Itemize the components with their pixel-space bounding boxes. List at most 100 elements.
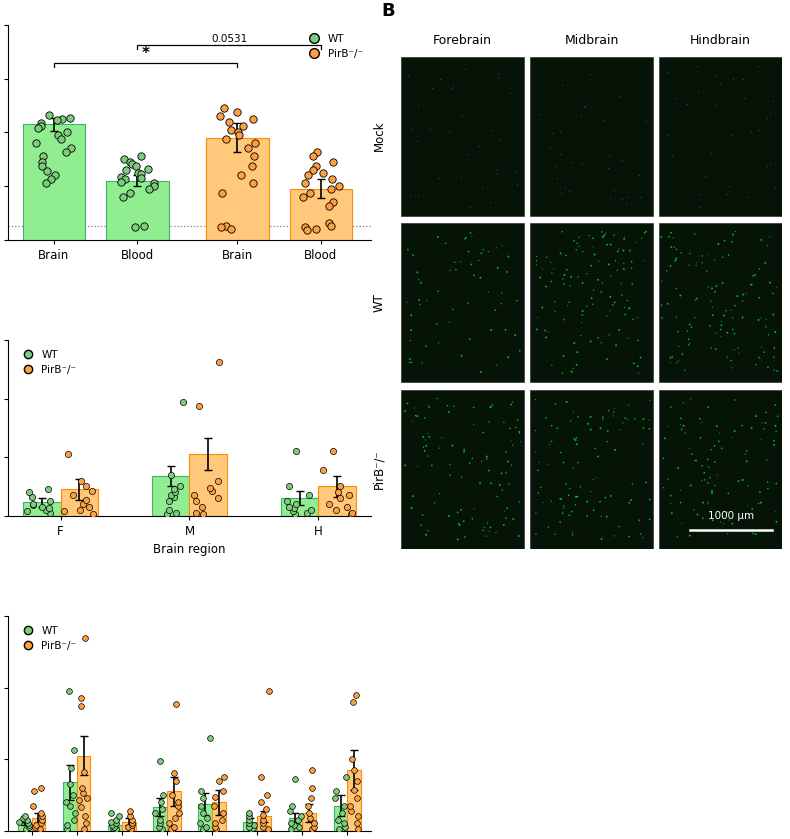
Point [705,147,717,160]
Point [746,503,758,516]
Point [726,323,739,336]
Point [498,504,511,518]
Point [626,262,638,275]
Point [715,319,728,332]
Point [679,426,691,440]
Point [304,811,317,825]
Point [555,185,568,199]
Point [717,517,730,530]
Point [77,822,90,836]
Point [433,487,446,500]
Point [137,220,150,233]
Point [740,444,753,457]
Point [618,257,630,270]
Point [769,399,781,412]
Point [23,819,36,832]
Point [458,530,471,544]
Point [608,443,621,456]
Point [615,192,628,206]
Point [247,821,260,835]
Point [195,784,208,798]
Point [169,486,182,499]
Point [256,816,269,830]
Point [409,409,422,422]
Point [660,65,673,79]
Point [536,496,549,509]
Point [213,774,225,787]
Point [566,362,579,375]
Point [495,297,508,310]
Point [711,468,724,482]
Point [544,140,556,154]
Point [322,200,335,213]
Point [431,317,443,331]
Point [284,816,297,830]
Point [499,323,512,336]
Point [725,431,738,445]
Point [214,221,227,234]
Point [753,262,766,275]
Point [422,427,434,440]
Point [476,455,488,468]
Point [399,459,412,472]
Point [595,336,608,349]
Point [505,398,517,411]
Point [504,86,517,100]
Point [505,435,517,448]
Point [618,231,630,244]
Point [576,308,589,321]
Bar [22,124,85,239]
Point [449,256,461,269]
Point [626,313,639,326]
Point [405,502,418,515]
Point [608,401,621,414]
Point [664,259,677,273]
Point [486,399,498,413]
Point [747,269,759,283]
Point [135,149,148,163]
Point [345,753,358,766]
Point [563,279,576,293]
Point [417,440,430,454]
Point [671,356,683,369]
Point [659,431,672,445]
Point [556,79,569,92]
Point [596,113,609,127]
Point [762,475,774,488]
Point [325,182,337,195]
Point [706,300,719,314]
Point [683,336,696,350]
Bar [659,56,782,216]
Point [214,110,227,123]
Point [600,227,612,240]
Point [604,489,617,503]
Point [657,481,670,494]
Point [632,367,645,380]
Point [614,90,626,103]
Point [596,276,609,289]
Point [726,311,739,325]
Point [465,229,478,242]
Point [329,792,341,805]
Point [212,474,224,487]
Point [73,503,86,517]
Point [607,298,619,311]
Point [110,813,122,826]
Point [670,252,683,265]
Point [491,261,504,274]
Point [29,819,42,832]
Point [243,810,256,823]
Point [124,186,137,200]
Point [713,77,726,91]
Point [474,271,487,284]
Point [555,446,567,459]
Point [551,421,564,435]
Point [685,320,698,334]
Point [566,526,579,539]
Point [610,338,623,352]
Point [462,147,475,160]
Point [596,225,608,238]
Point [65,761,77,774]
Point [745,278,758,291]
Bar [153,807,167,831]
